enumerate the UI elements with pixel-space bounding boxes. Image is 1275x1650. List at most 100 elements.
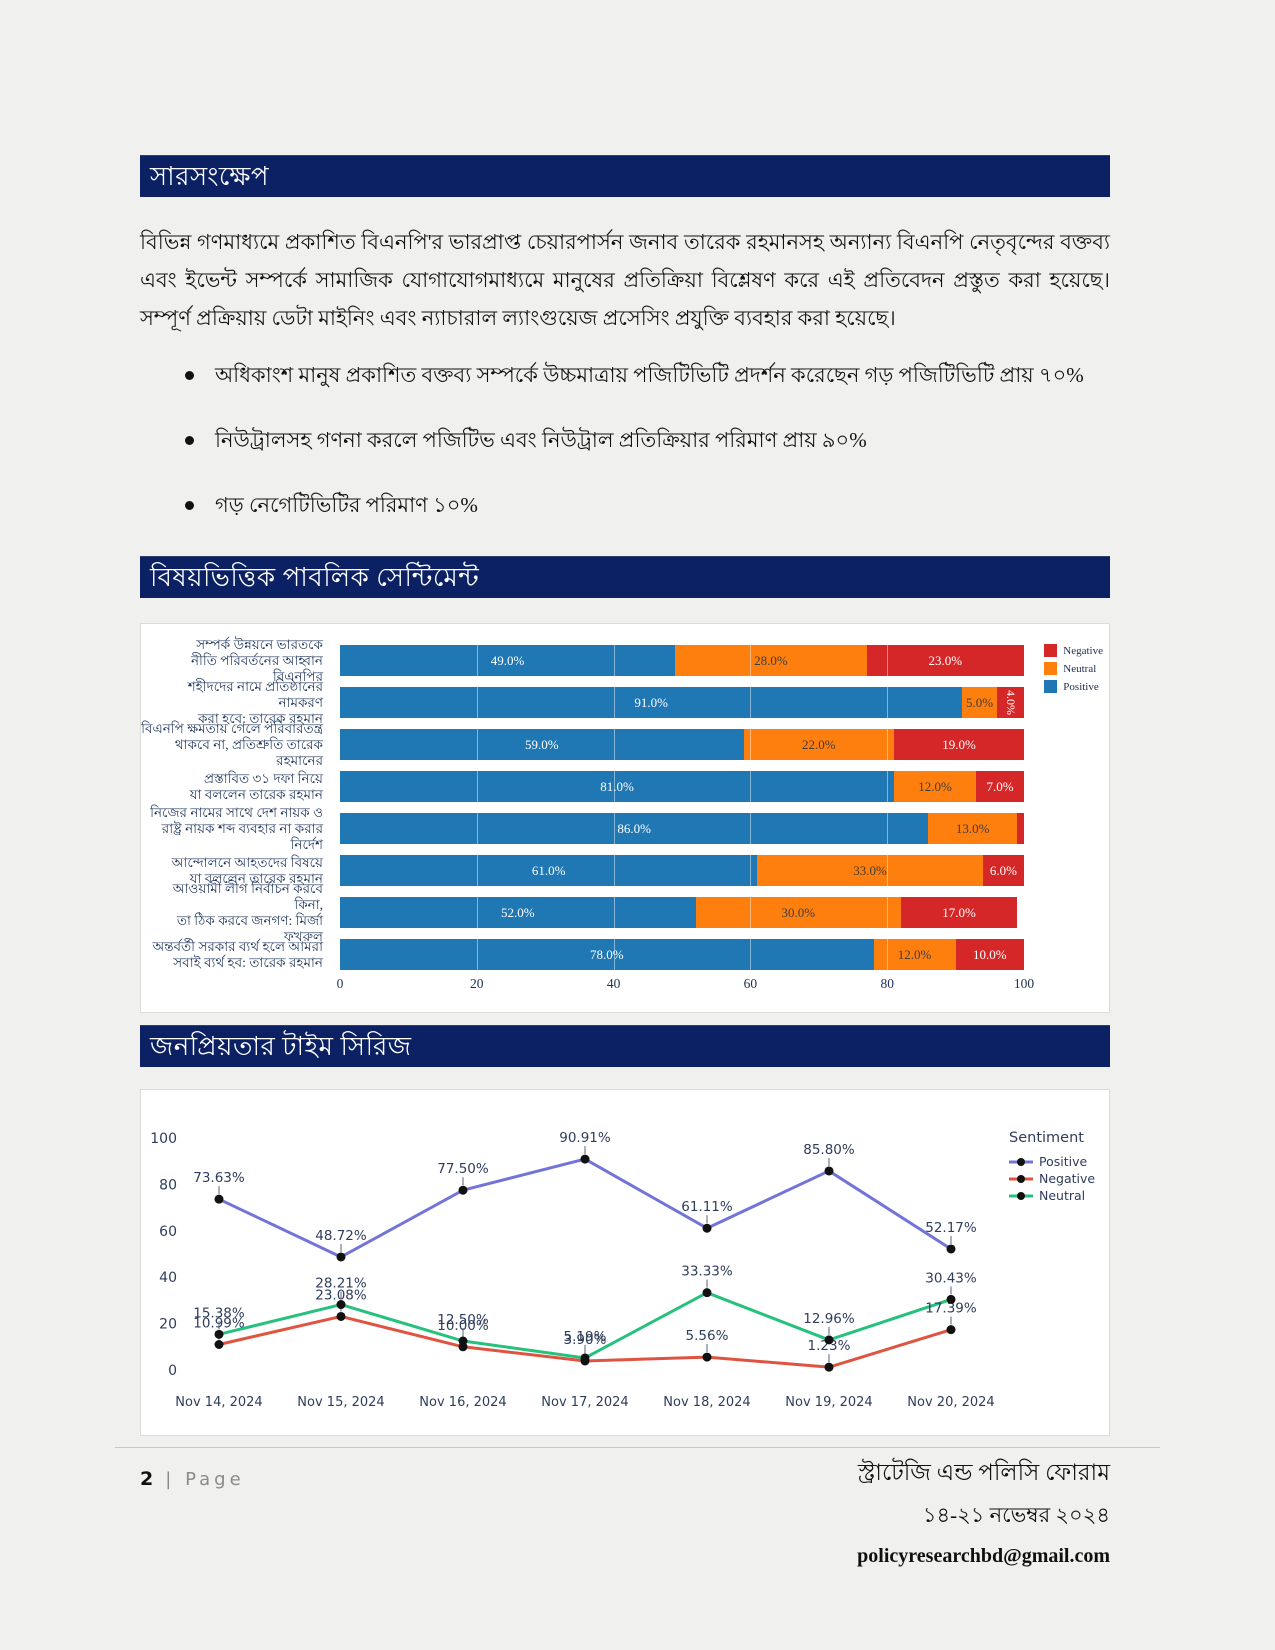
data-point-marker bbox=[458, 1336, 468, 1346]
data-point-label: 12.50% bbox=[437, 1312, 489, 1328]
line-y-tick: 100 bbox=[150, 1131, 177, 1147]
bar-category-line: নীতি পরিবর্তনের আহ্বান বিএনপির bbox=[191, 652, 323, 684]
line-x-date-label: Nov 15, 2024 bbox=[297, 1395, 384, 1410]
negative-swatch-icon bbox=[1044, 644, 1058, 657]
data-point-label: 85.80% bbox=[803, 1142, 855, 1158]
neutral-swatch-icon bbox=[1044, 662, 1058, 675]
line-y-tick: 60 bbox=[159, 1224, 177, 1240]
bar-category-label: অন্তর্বর্তী সরকার ব্যর্থ হলে আমরা সবাই ব্… bbox=[141, 939, 323, 971]
bar-value-label: 13.0% bbox=[955, 820, 990, 836]
bar-value-label: 5.0% bbox=[965, 694, 994, 710]
line-legend-title: Sentiment bbox=[1009, 1130, 1084, 1146]
bar-x-tick: 40 bbox=[606, 976, 621, 991]
bar-value-label: 91.0% bbox=[634, 694, 669, 710]
positive-swatch-icon bbox=[1044, 680, 1058, 693]
bar-row: আওয়ামী লীগ নির্বাচন করবে কিনা, তা ঠিক কর… bbox=[141, 881, 1109, 944]
data-point-label: 17.39% bbox=[925, 1301, 977, 1317]
legend-item-positive: Positive bbox=[1044, 680, 1103, 693]
data-point-label: 77.50% bbox=[437, 1161, 489, 1177]
bullet-icon bbox=[185, 501, 194, 510]
bar-chart-legend: Negative Neutral Positive bbox=[1044, 644, 1103, 698]
bar-segment-negative: 6.0% bbox=[982, 855, 1024, 886]
bar-category-line: অন্তর্বর্তী সরকার ব্যর্থ হলে আমরা bbox=[152, 938, 323, 954]
bar-row: সম্পর্ক উন্নয়নে ভারতকে নীতি পরিবর্তনের আ… bbox=[141, 637, 1109, 684]
bar-segment-positive: 91.0% bbox=[340, 687, 963, 718]
bar-segment-positive: 49.0% bbox=[340, 645, 676, 676]
data-point-marker bbox=[336, 1300, 346, 1310]
data-point-marker bbox=[336, 1311, 346, 1321]
bar-value-label: 4.0% bbox=[1003, 690, 1018, 715]
bullet-icon bbox=[185, 436, 194, 445]
bar-value-label: 17.0% bbox=[942, 904, 976, 920]
data-point-label: 10.00% bbox=[437, 1318, 489, 1334]
stacked-bar: 78.0% 12.0% 10.0% bbox=[340, 939, 1024, 970]
data-point-label: 73.63% bbox=[193, 1170, 245, 1186]
data-point-marker bbox=[214, 1340, 224, 1350]
legend-marker-icon bbox=[1017, 1175, 1025, 1183]
bar-category-line: আন্দোলনে আহতদের বিষয়ে bbox=[171, 854, 323, 870]
bar-category-label: নিজের নামের সাথে দেশ নায়ক ও রাষ্ট্র নায়… bbox=[141, 805, 323, 853]
bar-value-label: 30.0% bbox=[781, 904, 816, 920]
bar-value-label: 22.0% bbox=[801, 736, 836, 752]
bar-row: প্রস্তাবিত ৩১ দফা নিয়ে যা বললেন তারেক রহ… bbox=[141, 771, 1109, 802]
bar-segment-negative: 4.0% bbox=[996, 687, 1024, 718]
data-point-label: 48.72% bbox=[315, 1228, 367, 1244]
bar-value-label: 86.0% bbox=[617, 820, 651, 836]
bar-segment-neutral: 33.0% bbox=[757, 855, 983, 886]
bar-category-line: যা বললেন তারেক রহমান bbox=[189, 870, 323, 886]
footer-right: স্ট্রাটেজি এন্ড পলিসি ফোরাম ১৪-২১ নভেম্ব… bbox=[857, 1452, 1110, 1576]
data-point-label: 15.38% bbox=[193, 1305, 245, 1321]
bar-value-label: 28.0% bbox=[754, 652, 788, 668]
bar-category-line: আওয়ামী লীগ নির্বাচন করবে কিনা, bbox=[172, 880, 323, 912]
bar-value-label: 52.0% bbox=[501, 904, 535, 920]
data-point-label: 61.11% bbox=[681, 1199, 733, 1215]
bar-category-line: থাকবে না, প্রতিশ্রুতি তারেক রহমানের bbox=[174, 736, 323, 768]
stacked-bar: 49.0% 28.0% 23.0% bbox=[340, 645, 1024, 676]
bar-segment-neutral: 22.0% bbox=[743, 729, 895, 760]
bar-x-tick: 0 bbox=[336, 976, 344, 991]
data-point-label: 3.90% bbox=[564, 1332, 607, 1348]
section-title: সারসংক্ষেপ bbox=[150, 162, 270, 191]
bar-value-label: 81.0% bbox=[600, 778, 634, 794]
data-point-label: 5.19% bbox=[564, 1329, 607, 1345]
bar-value-label: 10.0% bbox=[972, 946, 1007, 962]
bullet-icon bbox=[185, 371, 194, 380]
line-x-date-label: Nov 20, 2024 bbox=[907, 1395, 994, 1410]
bar-value-label: 59.0% bbox=[524, 736, 559, 752]
bar-segment-neutral: 30.0% bbox=[695, 897, 901, 928]
line-y-tick: 0 bbox=[168, 1363, 177, 1379]
bar-category-label: বিএনপি ক্ষমতায় গেলে পরিবারতন্ত্র থাকবে ন… bbox=[141, 721, 323, 769]
section-header-time-series: জনপ্রিয়তার টাইম সিরিজ bbox=[140, 1025, 1110, 1067]
bar-category-line: সম্পর্ক উন্নয়নে ভারতকে bbox=[196, 636, 323, 652]
data-point-marker bbox=[702, 1223, 712, 1233]
bar-x-tick: 60 bbox=[743, 976, 758, 991]
summary-bullet-item: গড় নেগেটিভিটির পরিমাণ ১০% bbox=[140, 491, 1110, 519]
bar-segment-negative: 17.0% bbox=[900, 897, 1018, 928]
bullet-text: অধিকাংশ মানুষ প্রকাশিত বক্তব্য সম্পর্কে … bbox=[215, 363, 1084, 387]
data-point-label: 90.91% bbox=[559, 1130, 611, 1146]
bar-segment-neutral: 12.0% bbox=[894, 771, 977, 802]
bar-segment-neutral: 28.0% bbox=[675, 645, 867, 676]
data-point-marker bbox=[946, 1244, 956, 1254]
bar-value-label: 12.0% bbox=[897, 946, 932, 962]
bar-value-label: 33.0% bbox=[853, 862, 887, 878]
section-title: জনপ্রিয়তার টাইম সিরিজ bbox=[150, 1032, 412, 1061]
line-x-date-label: Nov 19, 2024 bbox=[785, 1395, 872, 1410]
line-x-date-label: Nov 16, 2024 bbox=[419, 1395, 506, 1410]
bar-rows: সম্পর্ক উন্নয়নে ভারতকে নীতি পরিবর্তনের আ… bbox=[141, 637, 1109, 981]
data-point-marker bbox=[702, 1352, 712, 1362]
data-point-marker bbox=[336, 1252, 346, 1262]
bar-segment-positive: 86.0% bbox=[340, 813, 929, 844]
time-series-svg: 0 20 40 60 80 100 Nov 14, 2024 Nov 15, 2024 Nov … bbox=[150, 1130, 1095, 1410]
stacked-bar: 52.0% 30.0% 17.0% bbox=[340, 897, 1024, 928]
line-y-tick: 80 bbox=[159, 1177, 177, 1193]
data-point-marker bbox=[214, 1194, 224, 1204]
bar-value-label: 49.0% bbox=[490, 652, 525, 668]
footer-divider bbox=[115, 1447, 1160, 1448]
bar-category-line: যা বললেন তারেক রহমান bbox=[189, 786, 323, 802]
bar-category-line: সবাই ব্যর্থ হব: তারেক রহমান bbox=[173, 954, 323, 970]
stacked-bar: 59.0% 22.0% 19.0% bbox=[340, 729, 1024, 760]
summary-bullet-item: অধিকাংশ মানুষ প্রকাশিত বক্তব্য সম্পর্কে … bbox=[140, 361, 1110, 389]
bar-row: নিজের নামের সাথে দেশ নায়ক ও রাষ্ট্র নায়… bbox=[141, 805, 1109, 852]
bar-category-line: নিজের নামের সাথে দেশ নায়ক ও bbox=[150, 804, 323, 820]
